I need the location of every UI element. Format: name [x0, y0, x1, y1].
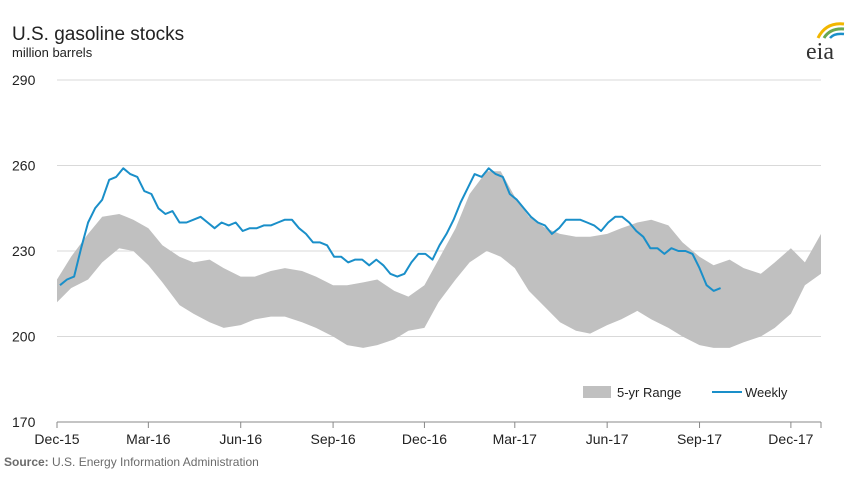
source-note: Source: U.S. Energy Information Administ… — [4, 455, 259, 469]
x-tick-label-Jun-17: Jun-17 — [586, 431, 629, 447]
logo-sun-arc-blue — [829, 32, 845, 39]
x-axis-ticks: Dec-15 Mar-16 Jun-16 Sep-16 Dec-16 Mar-17 Jun-… — [34, 422, 822, 447]
x-tick-label-Dec-17: Dec-17 — [768, 431, 813, 447]
chart-title: U.S. gasoline stocks — [12, 24, 185, 45]
logo-sun-arc-green — [822, 27, 845, 39]
x-tick-label-Mar-17: Mar-17 — [493, 431, 538, 447]
y-tick-label-230: 230 — [12, 243, 36, 259]
source-label: Source: — [4, 455, 49, 469]
y-axis-ticks: 170 200 230 260 290 — [12, 72, 36, 430]
five-year-range-band — [57, 171, 821, 348]
weekly-line — [59, 167, 721, 292]
weekly-series — [59, 167, 721, 292]
logo-sun-arc-yellow — [816, 22, 845, 39]
x-tick-label-Mar-16: Mar-16 — [126, 431, 171, 447]
legend-label-weekly: Weekly — [745, 385, 788, 400]
legend-swatch-5yr-range — [583, 386, 611, 398]
legend-label-5yr-range: 5-yr Range — [617, 385, 681, 400]
y-tick-label-260: 260 — [12, 158, 36, 174]
y-tick-label-290: 290 — [12, 72, 36, 88]
x-tick-label-Dec-15: Dec-15 — [34, 431, 79, 447]
chart-subtitle: million barrels — [12, 45, 93, 60]
y-tick-label-200: 200 — [12, 329, 36, 345]
legend: 5-yr Range Weekly — [583, 385, 788, 400]
five-year-range-area — [57, 171, 821, 348]
x-tick-label-Sep-17: Sep-17 — [677, 431, 722, 447]
eia-logo: eia — [806, 22, 845, 64]
source-text: U.S. Energy Information Administration — [52, 455, 259, 469]
logo-text: eia — [806, 39, 834, 64]
x-tick-label-Sep-16: Sep-16 — [311, 431, 356, 447]
x-tick-label-Jun-16: Jun-16 — [219, 431, 262, 447]
x-tick-label-Dec-16: Dec-16 — [402, 431, 447, 447]
y-tick-label-170: 170 — [12, 414, 36, 430]
